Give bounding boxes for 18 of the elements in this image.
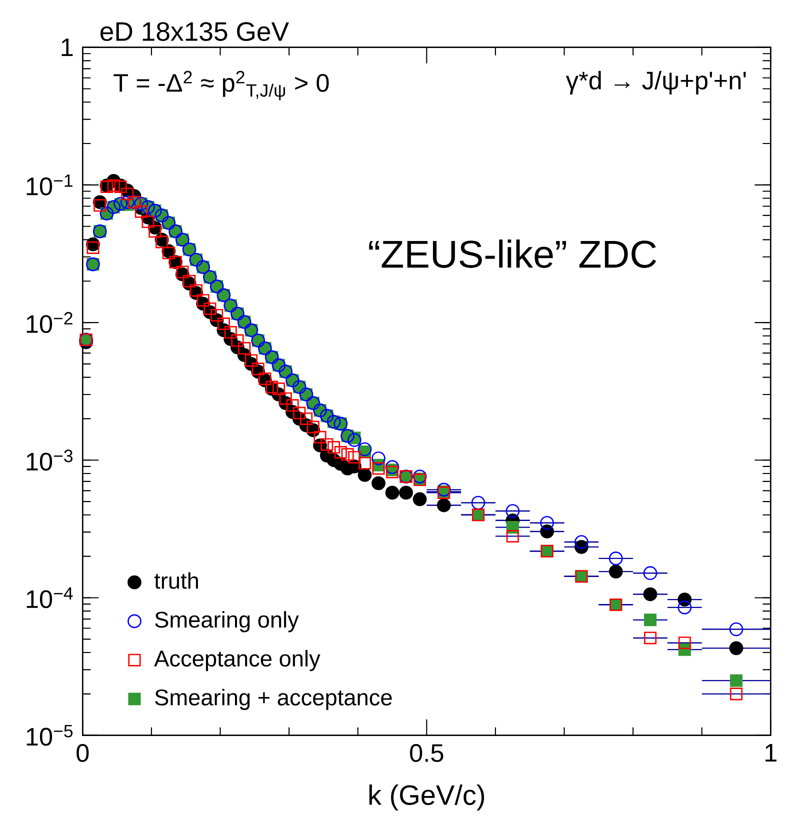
legend-label: Acceptance only	[154, 650, 320, 672]
annotation: T = -Δ$^{2}$ ≈ p$^{2}$$_{T,J/ψ}$ > 0	[114, 70, 329, 100]
y-tick-label: 10$^{−1}$	[26, 174, 72, 196]
y-tick-label: 1	[62, 38, 73, 56]
legend-label: Smearing only	[155, 611, 299, 632]
annotation: γ*d → J/ψ+p'+n'	[566, 70, 746, 95]
x-tick-label: 1	[766, 744, 776, 762]
legend-label: truth	[154, 572, 198, 589]
y-tick-label: 10$^{−4}$	[26, 587, 73, 608]
chart-title: eD 18x135 GeV	[100, 22, 289, 41]
x-tick-label: 0.5	[410, 744, 444, 762]
legend-label: Smearing + acceptance	[155, 688, 392, 710]
y-tick-label: 10$^{−5}$	[26, 724, 73, 746]
y-tick-label: 10$^{−3}$	[26, 450, 72, 471]
x-axis-title: k (GeV/c)	[369, 784, 484, 811]
x-tick-label: 0	[76, 744, 89, 762]
y-tick-label: 10$^{−2}$	[26, 312, 72, 334]
annotation: “ZEUS-like” ZDC	[369, 240, 656, 268]
